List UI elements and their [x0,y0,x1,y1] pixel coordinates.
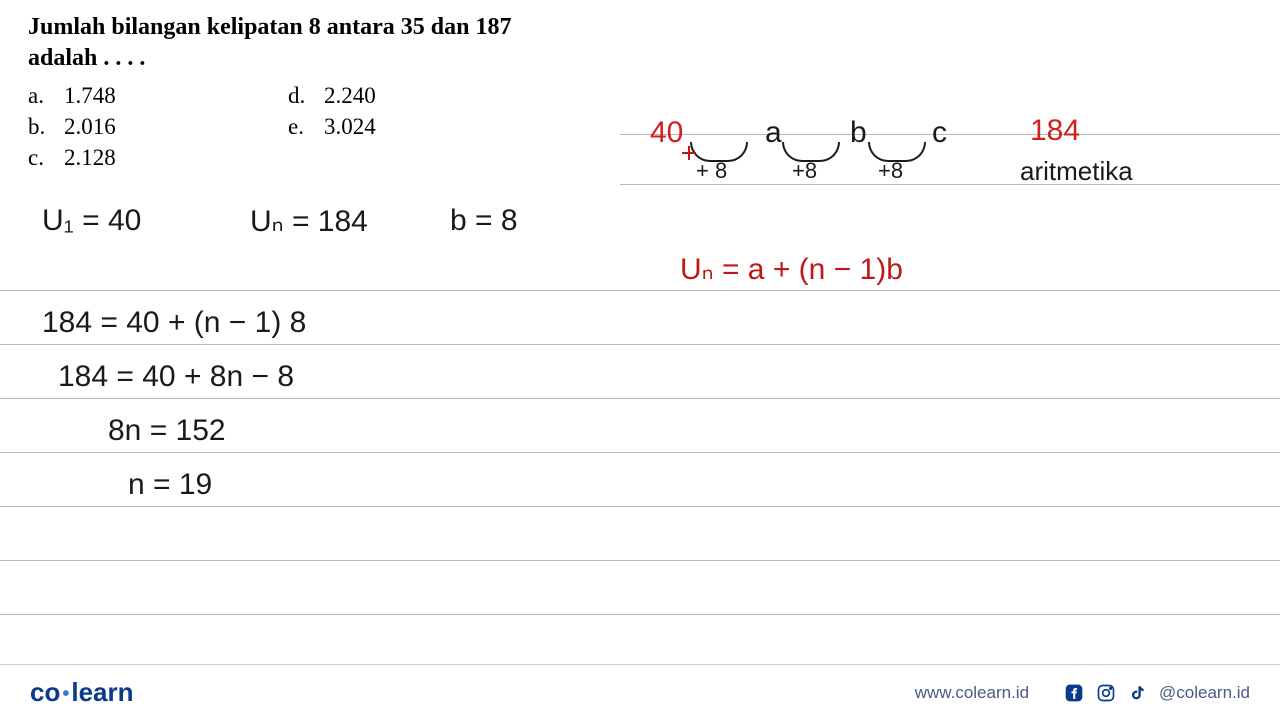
opt-value-c: 2.128 [64,142,116,173]
question-block: Jumlah bilangan kelipatan 8 antara 35 da… [28,12,588,174]
given-u1: U₁ = 40 [42,204,141,238]
opt-letter-b: b. [28,111,64,142]
question-line2: adalah . . . . [28,43,588,74]
seq-last: 184 [1030,114,1080,148]
instagram-icon [1095,682,1117,704]
footer: co•learn www.colearn.id @colearn.id [0,664,1280,720]
seq-step-2: +8 [792,158,817,184]
opt-value-d: 2.240 [324,80,376,111]
ruled-line [0,452,1280,453]
given-b: b = 8 [450,204,518,238]
seq-type: aritmetika [1020,156,1133,187]
brand-left: co [30,677,60,707]
ruled-line [0,560,1280,561]
brand-dot: • [60,683,71,705]
ruled-line [0,398,1280,399]
options-grid: a.1.748 b.2.016 c.2.128 d.2.240 e.3.024 [28,80,588,173]
step3: 8n = 152 [108,414,226,448]
footer-url: www.colearn.id [915,683,1029,703]
given-un: Uₙ = 184 [250,204,368,239]
footer-right: www.colearn.id @colearn.id [915,682,1250,704]
step4: n = 19 [128,468,212,502]
ruled-line [0,614,1280,615]
seq-first: 40 [650,116,683,150]
footer-handle: @colearn.id [1159,683,1250,703]
opt-letter-d: d. [288,80,324,111]
step1: 184 = 40 + (n − 1) 8 [42,306,306,340]
opt-letter-c: c. [28,142,64,173]
sequence-diagram: 40 a b c 184 + 8 +8 +8 aritmetika [660,118,1220,198]
ruled-line [0,506,1280,507]
formula: Uₙ = a + (n − 1)b [680,252,903,287]
opt-letter-e: e. [288,111,324,142]
seq-term-b: b [850,116,867,150]
seq-step-1: + 8 [696,158,727,184]
opt-value-a: 1.748 [64,80,116,111]
opt-value-b: 2.016 [64,111,116,142]
pointer-marker [682,146,696,160]
question-line1: Jumlah bilangan kelipatan 8 antara 35 da… [28,12,588,43]
seq-term-c: c [932,116,947,150]
tiktok-icon [1127,682,1149,704]
opt-value-e: 3.024 [324,111,376,142]
ruled-line [0,344,1280,345]
brand-right: learn [71,677,133,707]
facebook-icon [1063,682,1085,704]
brand-logo: co•learn [30,677,134,708]
seq-term-a: a [765,116,782,150]
seq-step-3: +8 [878,158,903,184]
ruled-line [0,290,1280,291]
opt-letter-a: a. [28,80,64,111]
step2: 184 = 40 + 8n − 8 [58,360,294,394]
